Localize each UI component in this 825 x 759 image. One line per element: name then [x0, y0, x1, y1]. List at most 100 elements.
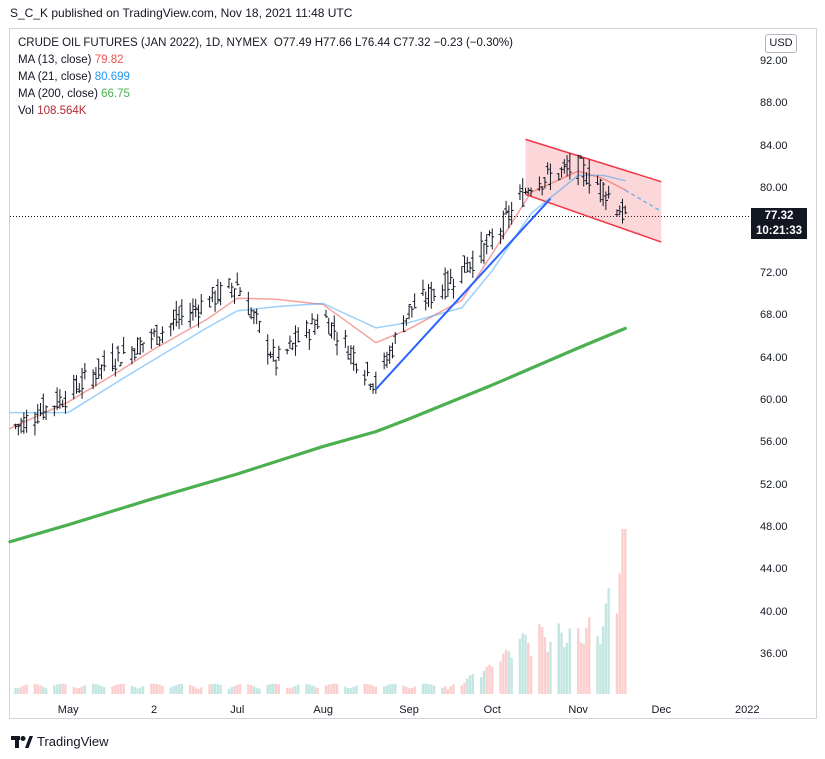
price-tick-label: 48.00	[760, 520, 788, 533]
volume-bar	[172, 686, 175, 694]
volume-bar	[346, 688, 350, 694]
volume-bar	[169, 687, 172, 694]
legend-ma13-row[interactable]: MA (13, close) 79.82	[18, 52, 513, 69]
time-tick-label: 2	[151, 704, 158, 716]
volume-bar	[488, 664, 491, 694]
volume-bar	[582, 643, 585, 694]
volume-bar	[247, 684, 250, 694]
volume-bar	[355, 685, 358, 694]
volume-bar	[216, 684, 220, 694]
volume-bar	[402, 685, 405, 694]
volume-bar	[333, 683, 336, 694]
volume-bar	[136, 688, 139, 694]
volume-bar	[601, 626, 605, 694]
volume-bar	[233, 685, 236, 694]
chart-frame[interactable]	[9, 28, 817, 719]
volume-bar	[557, 623, 560, 694]
chart-legend: CRUDE OIL FUTURES (JAN 2022), 1D, NYMEX …	[18, 35, 513, 120]
volume-bar	[272, 683, 275, 694]
volume-bar	[374, 686, 378, 694]
currency-button[interactable]: USD	[765, 34, 797, 53]
volume-bar	[269, 684, 272, 694]
volume-bar	[618, 573, 621, 694]
volume-bar	[607, 588, 610, 694]
volume-bar	[249, 685, 253, 694]
volume-bar	[78, 687, 81, 694]
last-price-tag: 77.32 10:21:33	[751, 208, 807, 239]
volume-bar	[308, 684, 311, 694]
volume-bar	[274, 683, 278, 694]
volume-bar	[604, 603, 608, 694]
volume-bar	[177, 684, 181, 694]
volume-bar	[369, 684, 372, 694]
tradingview-logo[interactable]: TradingView	[11, 734, 109, 749]
volume-bar	[200, 687, 203, 694]
price-tick-label: 44.00	[760, 563, 788, 576]
volume-bar	[141, 686, 145, 694]
time-tick-label: Jul	[230, 704, 245, 716]
volume-bar	[568, 628, 572, 694]
time-tick-label: May	[57, 704, 79, 716]
volume-bar	[460, 685, 463, 694]
volume-bar	[624, 529, 627, 694]
volume-bar	[599, 644, 602, 694]
symbol-title[interactable]: CRUDE OIL FUTURES (JAN 2022), 1D, NYMEX	[18, 37, 268, 49]
volume-bar	[213, 683, 217, 694]
ma21-line	[9, 174, 627, 414]
volume-bar	[446, 688, 450, 694]
volume-bar	[352, 686, 355, 694]
brand-name: TradingView	[37, 734, 109, 749]
time-tick-label: Oct	[483, 704, 501, 716]
volume-bar	[366, 683, 369, 694]
volume-bar	[133, 687, 136, 694]
vol-value: 108.564K	[37, 105, 87, 117]
volume-bar	[388, 684, 391, 694]
legend-ma21-row[interactable]: MA (21, close) 80.699	[18, 69, 513, 86]
volume-bar	[540, 626, 544, 694]
volume-bar	[391, 683, 394, 694]
volume-bar	[158, 684, 161, 694]
volume-bar	[502, 653, 505, 694]
channel-fill	[525, 139, 662, 243]
volume-bar	[238, 684, 242, 694]
volume-bar	[394, 683, 397, 694]
volume-bar	[529, 656, 533, 694]
volume-bar	[430, 684, 433, 694]
volume-bar	[452, 684, 455, 694]
volume-bar	[466, 678, 469, 694]
ma13-line	[9, 170, 627, 430]
volume-bar	[482, 671, 486, 694]
legend-ma200-row[interactable]: MA (200, close) 66.75	[18, 86, 513, 103]
volume-bar	[527, 643, 530, 694]
volume-bar	[33, 683, 37, 694]
tradingview-logo-icon	[11, 735, 33, 748]
volume-bar	[427, 683, 430, 694]
volume-bar	[504, 649, 508, 694]
volume-bar	[621, 529, 624, 694]
time-tick-label: Dec	[651, 704, 672, 716]
volume-bar	[382, 686, 386, 694]
volume-bar	[100, 685, 103, 694]
volume-bar	[150, 683, 153, 694]
volume-bar	[449, 686, 452, 694]
volume-bar	[266, 684, 269, 694]
volume-bar	[468, 675, 472, 694]
volume-bar	[103, 686, 106, 694]
volume-bar	[310, 685, 314, 694]
volume-bar	[485, 666, 488, 694]
ma21-value: 80.699	[94, 71, 130, 83]
volume-bar	[479, 677, 483, 694]
volume-bar	[161, 685, 164, 694]
time-tick-label: Sep	[399, 704, 419, 716]
price-tick-label: 80.00	[760, 182, 788, 195]
volume-bar	[546, 651, 549, 694]
time-tick-label: 2022	[734, 704, 760, 716]
volume-bar	[313, 686, 317, 694]
volume-bar	[61, 683, 64, 694]
volume-bar	[188, 684, 192, 694]
volume-bar	[258, 688, 261, 694]
volume-bar	[230, 687, 233, 694]
legend-vol-row[interactable]: Vol 108.564K	[18, 103, 513, 120]
ma21-label: MA (21, close)	[18, 71, 92, 83]
